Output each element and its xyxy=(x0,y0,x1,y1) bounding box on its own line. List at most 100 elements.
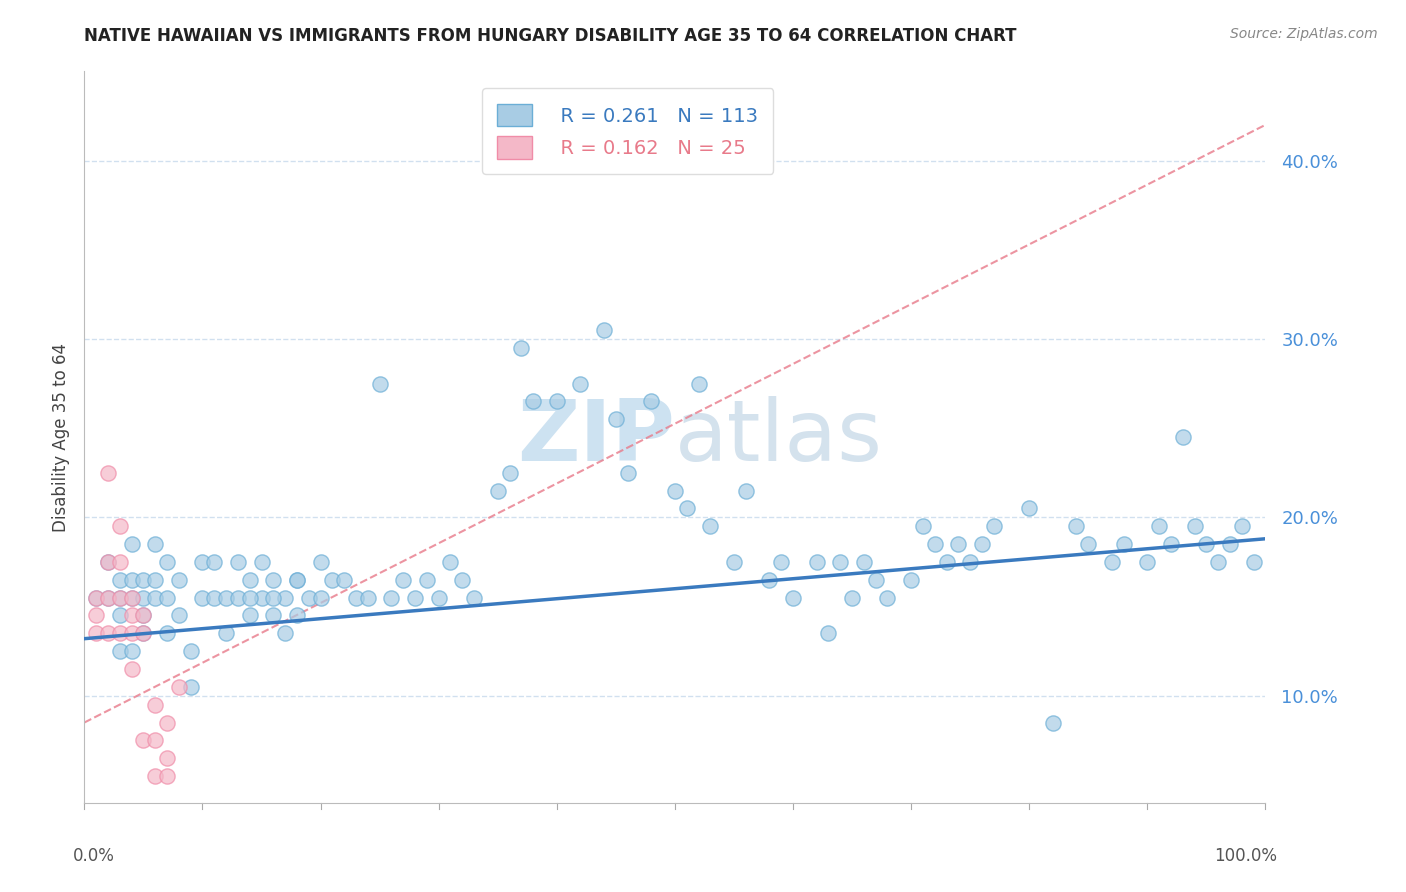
Point xyxy=(180,644,202,658)
Point xyxy=(1206,555,1229,569)
Point xyxy=(132,608,155,623)
Point xyxy=(983,519,1005,533)
Y-axis label: Disability Age 35 to 64: Disability Age 35 to 64 xyxy=(52,343,70,532)
Point xyxy=(593,323,616,337)
Point xyxy=(734,483,756,498)
Point xyxy=(97,626,120,640)
Point xyxy=(108,591,131,605)
Point xyxy=(132,626,155,640)
Point xyxy=(215,591,238,605)
Point xyxy=(1112,537,1135,551)
Point xyxy=(427,591,450,605)
Point xyxy=(841,591,863,605)
Point xyxy=(416,573,439,587)
Point xyxy=(368,376,391,391)
Point xyxy=(156,769,179,783)
Point xyxy=(1230,519,1253,533)
Point xyxy=(121,573,143,587)
Legend:   R = 0.261   N = 113,   R = 0.162   N = 25: R = 0.261 N = 113, R = 0.162 N = 25 xyxy=(482,88,773,174)
Point xyxy=(108,608,131,623)
Point xyxy=(121,662,143,676)
Point xyxy=(239,573,262,587)
Point xyxy=(463,591,485,605)
Point xyxy=(108,555,131,569)
Point xyxy=(498,466,520,480)
Point xyxy=(522,394,544,409)
Point xyxy=(274,591,297,605)
Point xyxy=(143,591,166,605)
Point xyxy=(143,769,166,783)
Point xyxy=(830,555,852,569)
Text: atlas: atlas xyxy=(675,395,883,479)
Point xyxy=(108,519,131,533)
Point xyxy=(546,394,568,409)
Point xyxy=(202,555,225,569)
Point xyxy=(298,591,321,605)
Point xyxy=(380,591,402,605)
Point xyxy=(132,608,155,623)
Point xyxy=(1171,430,1194,444)
Point xyxy=(404,591,426,605)
Point xyxy=(226,555,249,569)
Point xyxy=(285,608,308,623)
Point xyxy=(167,573,190,587)
Point xyxy=(239,591,262,605)
Point xyxy=(309,591,332,605)
Point xyxy=(239,608,262,623)
Point xyxy=(439,555,461,569)
Point xyxy=(770,555,793,569)
Point xyxy=(852,555,875,569)
Point xyxy=(180,680,202,694)
Point xyxy=(344,591,367,605)
Point xyxy=(191,591,214,605)
Text: 100.0%: 100.0% xyxy=(1215,847,1277,864)
Point xyxy=(97,555,120,569)
Point xyxy=(782,591,804,605)
Point xyxy=(970,537,993,551)
Point xyxy=(605,412,627,426)
Point xyxy=(274,626,297,640)
Text: NATIVE HAWAIIAN VS IMMIGRANTS FROM HUNGARY DISABILITY AGE 35 TO 64 CORRELATION C: NATIVE HAWAIIAN VS IMMIGRANTS FROM HUNGA… xyxy=(84,27,1017,45)
Point xyxy=(486,483,509,498)
Point xyxy=(156,626,179,640)
Point xyxy=(924,537,946,551)
Point xyxy=(1160,537,1182,551)
Point xyxy=(616,466,638,480)
Point xyxy=(675,501,697,516)
Point xyxy=(121,537,143,551)
Point xyxy=(333,573,356,587)
Point xyxy=(97,591,120,605)
Point xyxy=(876,591,898,605)
Point xyxy=(935,555,957,569)
Point xyxy=(84,608,107,623)
Point xyxy=(948,537,970,551)
Point xyxy=(121,591,143,605)
Point xyxy=(156,715,179,730)
Point xyxy=(108,591,131,605)
Point xyxy=(97,591,120,605)
Point xyxy=(156,591,179,605)
Point xyxy=(1136,555,1159,569)
Point xyxy=(84,591,107,605)
Point xyxy=(215,626,238,640)
Point xyxy=(132,573,155,587)
Point xyxy=(143,733,166,747)
Point xyxy=(121,626,143,640)
Point xyxy=(202,591,225,605)
Point xyxy=(167,680,190,694)
Point xyxy=(1195,537,1218,551)
Point xyxy=(262,591,284,605)
Point xyxy=(250,591,273,605)
Point xyxy=(569,376,592,391)
Point xyxy=(321,573,343,587)
Point xyxy=(959,555,981,569)
Point xyxy=(900,573,922,587)
Point xyxy=(167,608,190,623)
Point xyxy=(664,483,686,498)
Text: 0.0%: 0.0% xyxy=(73,847,114,864)
Point xyxy=(262,573,284,587)
Point xyxy=(1077,537,1099,551)
Point xyxy=(865,573,887,587)
Text: Source: ZipAtlas.com: Source: ZipAtlas.com xyxy=(1230,27,1378,41)
Point xyxy=(121,644,143,658)
